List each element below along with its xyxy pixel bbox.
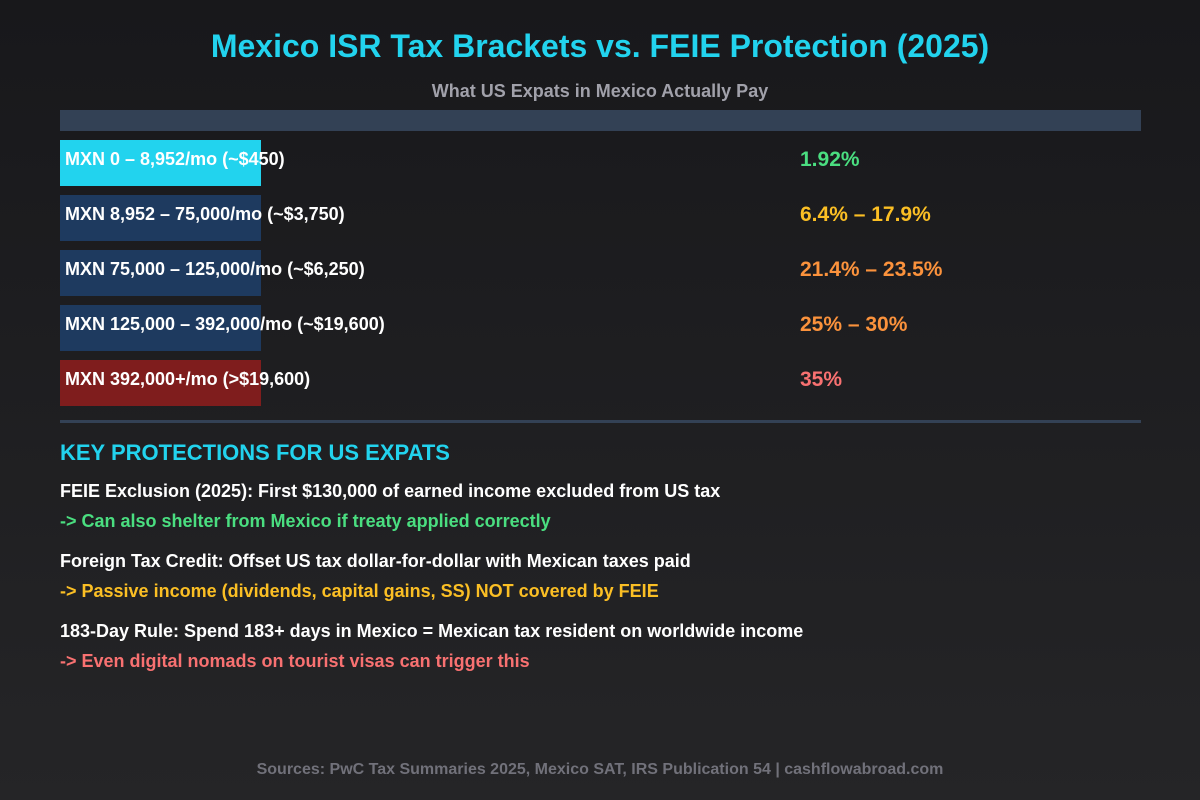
header-bar [60, 110, 1141, 131]
bracket-bar [60, 195, 261, 241]
bracket-bar [60, 305, 261, 351]
bracket-bar [60, 360, 261, 406]
bracket-label: MXN 125,000 – 392,000/mo (~$19,600) [65, 314, 385, 334]
bracket-label: MXN 8,952 – 75,000/mo (~$3,750) [65, 204, 345, 224]
bracket-rate: 35% [800, 368, 843, 391]
protection-text: 183-Day Rule: Spend 183+ days in Mexico … [60, 621, 804, 641]
bracket-rate: 1.92% [800, 148, 860, 171]
protection-text: FEIE Exclusion (2025): First $130,000 of… [60, 481, 721, 501]
bracket-bar [60, 250, 261, 296]
bracket-rate: 6.4% – 17.9% [800, 203, 931, 226]
protection-note: -> Even digital nomads on tourist visas … [60, 651, 530, 671]
protection-note: -> Passive income (dividends, capital ga… [60, 581, 659, 601]
bracket-label: MXN 0 – 8,952/mo (~$450) [65, 149, 285, 169]
subtitle: What US Expats in Mexico Actually Pay [431, 81, 769, 101]
bracket-rate: 25% – 30% [800, 313, 908, 336]
protection-text: Foreign Tax Credit: Offset US tax dollar… [60, 551, 691, 571]
bracket-label: MXN 392,000+/mo (>$19,600) [65, 369, 311, 389]
title: Mexico ISR Tax Brackets vs. FEIE Protect… [210, 28, 990, 64]
protection-note: -> Can also shelter from Mexico if treat… [60, 511, 551, 531]
bracket-rate: 21.4% – 23.5% [800, 258, 943, 281]
bracket-label: MXN 75,000 – 125,000/mo (~$6,250) [65, 259, 365, 279]
footer: Sources: PwC Tax Summaries 2025, Mexico … [256, 761, 944, 778]
section-title: KEY PROTECTIONS FOR US EXPATS [60, 440, 450, 465]
bracket-bar [60, 140, 261, 186]
divider [60, 420, 1141, 423]
